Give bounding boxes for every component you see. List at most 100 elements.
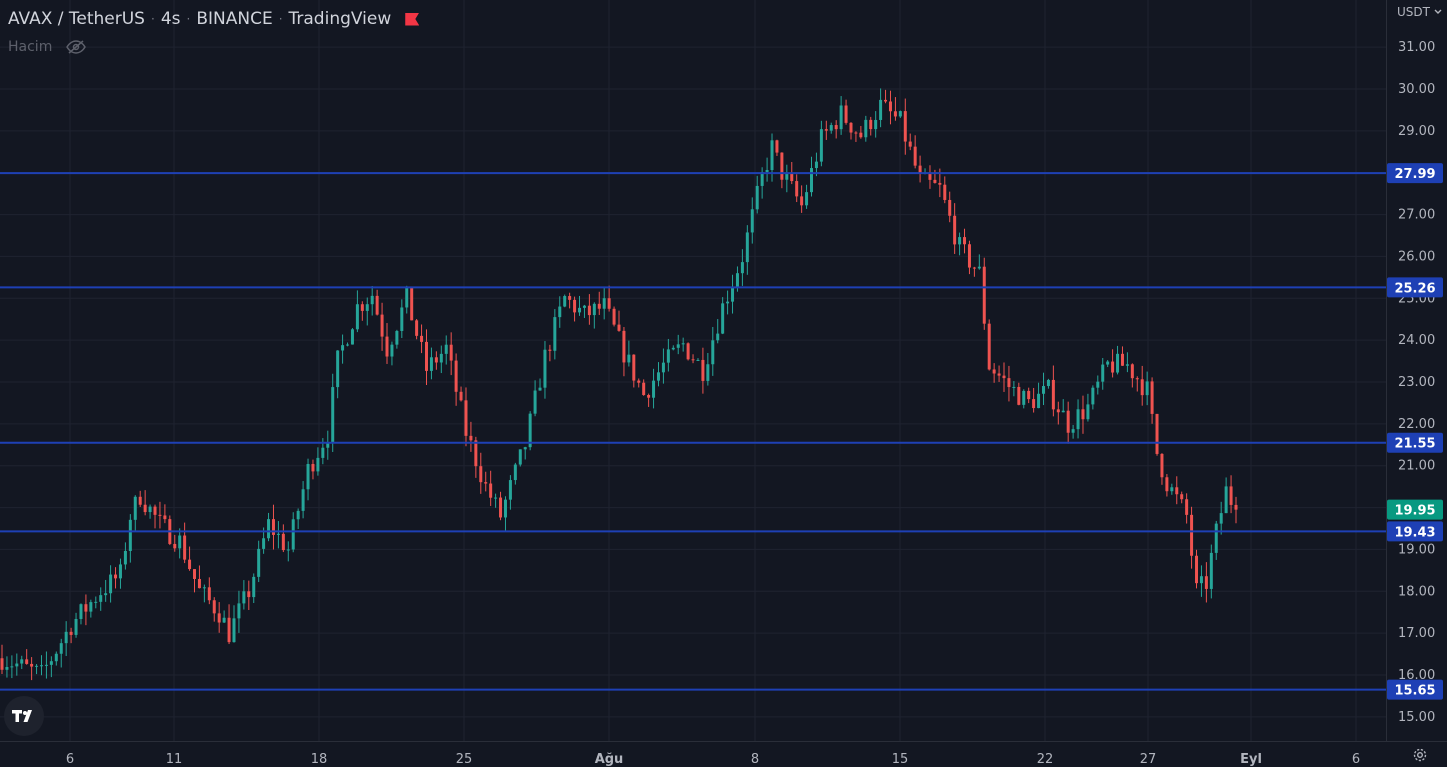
volume-label[interactable]: Hacim <box>8 39 53 55</box>
candle-body <box>109 574 113 594</box>
candle-body <box>30 663 34 667</box>
candle-body <box>148 506 152 513</box>
time-tick-label: 27 <box>1140 752 1157 767</box>
candle-body <box>474 440 478 467</box>
candle-body <box>1160 453 1164 478</box>
candle-body <box>859 132 863 138</box>
candle-body <box>666 349 670 363</box>
last-price-tag <box>1387 499 1443 520</box>
candle-body <box>454 360 458 392</box>
price-axis[interactable]: 15.0016.0017.0018.0019.0020.0021.0022.00… <box>1387 40 1443 725</box>
candle-body <box>602 298 606 309</box>
candle-body <box>197 578 201 589</box>
candle-body <box>99 595 103 602</box>
candle-body <box>1106 361 1110 365</box>
horizontal-line-price-label: 15.65 <box>1394 684 1435 699</box>
candle-body <box>770 140 774 171</box>
candle-body <box>573 299 577 313</box>
time-axis[interactable]: 6 11 18 25 Ağu 8 15 22 27 Eyl 6 <box>66 752 1360 767</box>
currency-selector[interactable]: USDT <box>1397 5 1443 19</box>
candle-body <box>1111 361 1115 373</box>
candle-body <box>652 380 656 398</box>
candle-body <box>499 497 503 518</box>
candle-body <box>834 125 838 130</box>
candle-body <box>967 244 971 268</box>
horizontal-line-price-label: 19.43 <box>1394 525 1435 540</box>
candle-body <box>740 262 744 274</box>
candle-body <box>311 463 315 472</box>
settings-gear-icon[interactable] <box>1411 746 1429 764</box>
time-tick-label: 25 <box>456 752 473 767</box>
candle-body <box>908 141 912 147</box>
candle-body <box>790 173 794 182</box>
candle-body <box>622 330 626 363</box>
candle-body <box>810 168 814 193</box>
exchange-label: BINANCE <box>196 9 273 29</box>
candle-body <box>1002 375 1006 379</box>
candle-body <box>1209 552 1213 589</box>
time-tick-label: 11 <box>166 752 183 767</box>
candle-body <box>884 99 888 102</box>
candle-body <box>74 618 78 635</box>
candle-body <box>568 296 572 300</box>
candle-body <box>143 504 147 513</box>
candle-body <box>918 165 922 174</box>
candle-body <box>222 617 226 623</box>
candle-body <box>805 192 809 206</box>
candle-body <box>257 548 261 577</box>
candle-body <box>118 564 122 579</box>
candles-layer <box>0 88 1238 681</box>
candle-body <box>711 340 715 365</box>
candle-body <box>632 354 636 381</box>
candle-body <box>503 499 507 518</box>
candle-body <box>5 667 9 670</box>
volume-indicator-row: Hacim <box>8 39 87 55</box>
candle-body <box>691 359 695 361</box>
candle-body <box>642 382 646 395</box>
candle-body <box>489 483 493 498</box>
eye-off-icon[interactable] <box>66 40 87 54</box>
candle-body <box>104 593 108 596</box>
candle-body <box>237 603 241 619</box>
candle-body <box>726 301 730 304</box>
candle-body <box>987 323 991 370</box>
candle-body <box>1027 390 1031 400</box>
candle-body <box>1032 399 1036 409</box>
candle-body <box>1204 576 1208 589</box>
candle-body <box>548 349 552 351</box>
candle-body <box>1096 381 1100 388</box>
candle-body <box>938 182 942 185</box>
candle-body <box>410 286 414 321</box>
candle-body <box>444 344 448 354</box>
candle-body <box>128 519 132 551</box>
candle-body <box>326 442 330 448</box>
candle-body <box>513 464 517 481</box>
candle-body <box>360 304 364 311</box>
candle-body <box>928 172 932 180</box>
candle-body <box>735 273 739 288</box>
candle-body <box>1195 555 1199 584</box>
time-tick-label: 15 <box>892 752 909 767</box>
time-tick-label: 6 <box>1352 752 1360 767</box>
candle-body <box>1145 381 1149 396</box>
interval-label[interactable]: 4s <box>160 9 181 29</box>
candle-body <box>1199 576 1203 584</box>
candle-body <box>464 400 468 436</box>
price-tick-label: 24.00 <box>1398 333 1435 348</box>
price-tick-label: 23.00 <box>1398 375 1435 390</box>
candle-body <box>864 119 868 138</box>
price-tick-label: 30.00 <box>1398 82 1435 97</box>
candle-body <box>1120 353 1124 366</box>
candle-body <box>656 372 660 381</box>
candle-body <box>1130 364 1134 379</box>
flag-icon[interactable] <box>405 12 420 26</box>
tradingview-logo-icon[interactable] <box>4 696 44 736</box>
candle-body <box>800 196 804 206</box>
horizontal-line-price-label: 21.55 <box>1394 437 1435 452</box>
candle-body <box>814 161 818 169</box>
candle-body <box>1170 487 1174 492</box>
candle-body <box>370 295 374 305</box>
symbol-name[interactable]: AVAX / TetherUS <box>8 9 145 29</box>
candle-body <box>518 449 522 465</box>
